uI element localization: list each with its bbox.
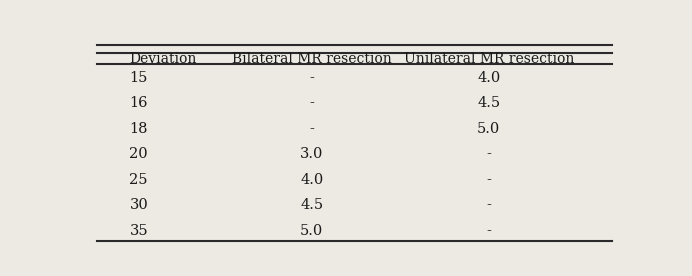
Text: -: - [486,173,491,187]
Text: -: - [309,96,314,110]
Text: 4.0: 4.0 [477,71,500,85]
Text: 30: 30 [129,198,148,212]
Text: 4.5: 4.5 [477,96,500,110]
Text: Deviation: Deviation [129,52,197,66]
Text: 35: 35 [129,224,148,238]
Text: Unilateral MR resection: Unilateral MR resection [403,52,574,66]
Text: 25: 25 [129,173,148,187]
Text: 3.0: 3.0 [300,147,323,161]
Text: 15: 15 [129,71,148,85]
Text: -: - [309,71,314,85]
Text: -: - [486,224,491,238]
Text: 5.0: 5.0 [477,122,500,136]
Text: 18: 18 [129,122,148,136]
Text: 16: 16 [129,96,148,110]
Text: -: - [486,198,491,212]
Text: 4.5: 4.5 [300,198,323,212]
Text: 5.0: 5.0 [300,224,323,238]
Text: -: - [486,147,491,161]
Text: -: - [309,122,314,136]
Text: 20: 20 [129,147,148,161]
Text: 4.0: 4.0 [300,173,323,187]
Text: Bilateral MR resection: Bilateral MR resection [232,52,392,66]
